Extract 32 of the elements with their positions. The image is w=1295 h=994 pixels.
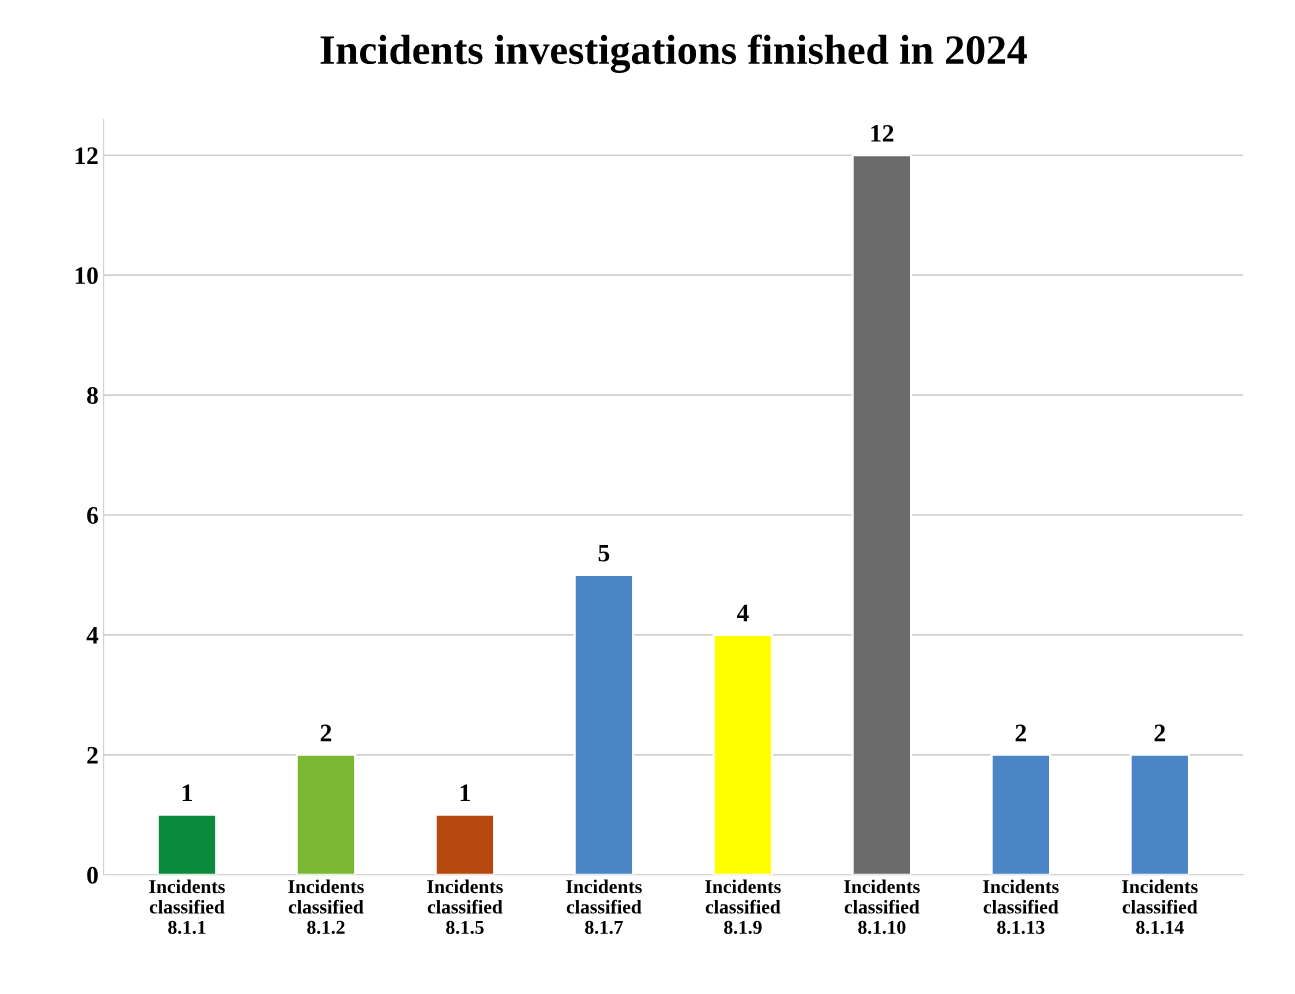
- x-tick-label: Incidents classified 8.1.13: [983, 879, 1059, 935]
- chart-title: Incidents investigations finished in 2024: [320, 34, 1027, 73]
- y-tick-label: 0: [87, 866, 98, 884]
- data-label: 1: [460, 784, 470, 802]
- data-label: 2: [320, 724, 332, 742]
- x-tick-label: Incidents classified 8.1.5: [427, 879, 503, 935]
- x-tick-label: Incidents classified 8.1.9: [705, 879, 781, 935]
- bar: [712, 633, 774, 875]
- data-label: 5: [598, 544, 610, 562]
- y-tick-label: 8: [87, 387, 98, 404]
- data-label: 2: [1154, 724, 1165, 742]
- y-tick-label: 2: [87, 746, 98, 764]
- data-label: 1: [182, 784, 192, 802]
- x-tick-label: Incidents classified 8.1.2: [288, 879, 364, 935]
- data-label: 2: [1015, 724, 1027, 742]
- bar: [434, 813, 496, 875]
- data-label: 12: [871, 125, 894, 142]
- y-tick-label: 10: [75, 267, 98, 285]
- x-tick-label: Incidents classified 8.1.7: [566, 879, 642, 935]
- x-tick-label: Incidents classified 8.1.10: [844, 879, 920, 935]
- bar: [573, 573, 635, 875]
- bar: [295, 753, 357, 875]
- bar: [851, 154, 913, 875]
- bar: [156, 813, 218, 875]
- y-tick-label: 12: [75, 147, 98, 164]
- bar: [990, 753, 1052, 875]
- x-tick-label: Incidents classified 8.1.1: [149, 879, 225, 935]
- data-label: 4: [736, 604, 749, 622]
- bar: [1129, 753, 1191, 875]
- x-tick-label: Incidents classified 8.1.14: [1122, 879, 1198, 935]
- y-tick-label: 6: [87, 507, 99, 524]
- y-tick-label: 4: [86, 627, 99, 644]
